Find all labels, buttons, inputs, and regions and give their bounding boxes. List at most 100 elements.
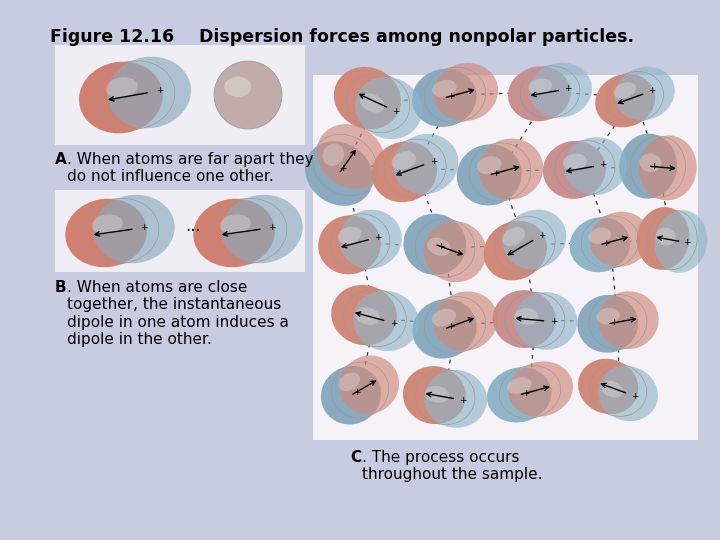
Ellipse shape: [478, 139, 543, 200]
Ellipse shape: [432, 309, 456, 327]
Text: +: +: [374, 233, 382, 242]
Ellipse shape: [220, 214, 251, 234]
Text: +: +: [437, 242, 445, 251]
Text: +: +: [650, 162, 658, 171]
Text: +: +: [564, 84, 572, 93]
Ellipse shape: [360, 93, 384, 112]
Ellipse shape: [598, 291, 659, 349]
Ellipse shape: [338, 373, 360, 391]
Ellipse shape: [305, 141, 373, 206]
Ellipse shape: [597, 308, 620, 325]
Ellipse shape: [338, 227, 361, 244]
FancyBboxPatch shape: [313, 75, 698, 440]
Text: Figure 12.16: Figure 12.16: [50, 28, 174, 46]
Ellipse shape: [433, 292, 498, 351]
Ellipse shape: [372, 141, 437, 202]
Text: . The process occurs
throughout the sample.: . The process occurs throughout the samp…: [362, 450, 542, 482]
Ellipse shape: [615, 66, 675, 120]
Ellipse shape: [543, 141, 606, 199]
Ellipse shape: [318, 215, 381, 274]
Text: +: +: [430, 157, 437, 166]
Ellipse shape: [433, 63, 498, 122]
Ellipse shape: [508, 66, 571, 122]
Text: +: +: [390, 319, 397, 328]
Text: ···: ···: [185, 222, 201, 240]
Ellipse shape: [403, 214, 467, 275]
Ellipse shape: [529, 63, 592, 118]
Ellipse shape: [403, 366, 466, 424]
Text: +: +: [140, 223, 148, 232]
Text: C: C: [350, 450, 361, 465]
Ellipse shape: [193, 199, 275, 267]
Ellipse shape: [515, 308, 539, 325]
Text: +: +: [522, 389, 529, 397]
Text: +: +: [447, 92, 454, 100]
Text: +: +: [447, 322, 454, 331]
Ellipse shape: [79, 62, 163, 133]
Ellipse shape: [502, 227, 525, 246]
Ellipse shape: [221, 195, 302, 264]
Ellipse shape: [654, 210, 707, 273]
Ellipse shape: [487, 367, 552, 423]
Text: +: +: [611, 318, 618, 327]
Ellipse shape: [413, 299, 477, 359]
Ellipse shape: [424, 370, 487, 428]
Ellipse shape: [619, 133, 677, 199]
Ellipse shape: [93, 195, 175, 264]
Ellipse shape: [578, 359, 639, 414]
Ellipse shape: [426, 386, 449, 403]
FancyBboxPatch shape: [55, 45, 305, 145]
Text: . When atoms are close
together, the instantaneous
dipole in one atom induces a
: . When atoms are close together, the ins…: [67, 280, 289, 347]
Ellipse shape: [427, 238, 451, 256]
Ellipse shape: [639, 136, 697, 200]
Ellipse shape: [334, 67, 401, 129]
Ellipse shape: [224, 77, 251, 97]
Text: +: +: [550, 317, 557, 326]
Text: +: +: [603, 239, 610, 247]
Ellipse shape: [636, 207, 690, 270]
Ellipse shape: [339, 210, 402, 269]
Ellipse shape: [432, 80, 456, 97]
Ellipse shape: [570, 217, 630, 272]
Ellipse shape: [214, 61, 282, 129]
Text: A: A: [55, 152, 67, 167]
Ellipse shape: [321, 366, 381, 424]
Text: B: B: [55, 280, 67, 295]
Text: +: +: [538, 231, 545, 240]
Ellipse shape: [323, 144, 344, 166]
Ellipse shape: [317, 124, 385, 188]
Ellipse shape: [456, 144, 521, 206]
Ellipse shape: [492, 290, 556, 348]
Ellipse shape: [514, 292, 577, 350]
Ellipse shape: [656, 227, 676, 246]
Text: +: +: [268, 223, 276, 232]
Ellipse shape: [353, 291, 419, 351]
Ellipse shape: [106, 77, 138, 98]
Text: +: +: [392, 107, 400, 116]
Ellipse shape: [355, 77, 422, 139]
Ellipse shape: [424, 221, 487, 282]
Text: +: +: [459, 396, 467, 404]
FancyBboxPatch shape: [55, 190, 305, 272]
Ellipse shape: [563, 154, 587, 171]
Text: +: +: [631, 392, 639, 401]
Ellipse shape: [639, 153, 662, 172]
Text: +: +: [156, 86, 163, 95]
Ellipse shape: [355, 307, 380, 325]
Ellipse shape: [66, 199, 147, 267]
Ellipse shape: [577, 295, 638, 353]
Ellipse shape: [528, 78, 552, 94]
Ellipse shape: [503, 210, 567, 269]
Ellipse shape: [590, 212, 650, 267]
Ellipse shape: [484, 221, 547, 280]
Ellipse shape: [598, 366, 658, 421]
Ellipse shape: [392, 151, 416, 170]
Ellipse shape: [508, 361, 573, 417]
Text: Dispersion forces among nonpolar particles.: Dispersion forces among nonpolar particl…: [175, 28, 634, 46]
Ellipse shape: [613, 82, 636, 98]
Text: +: +: [492, 168, 500, 178]
Ellipse shape: [600, 381, 624, 397]
Ellipse shape: [107, 57, 191, 129]
Text: +: +: [339, 164, 346, 173]
Text: +: +: [353, 388, 360, 396]
